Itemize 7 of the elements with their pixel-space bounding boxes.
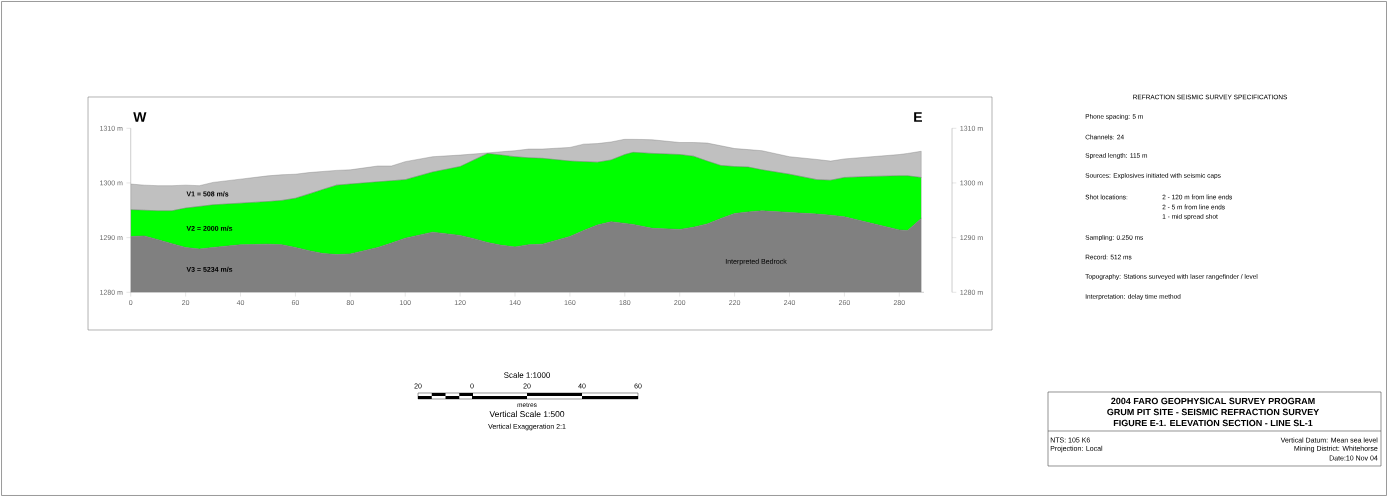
text: W [133, 112, 147, 122]
text: 2004 FARO GEOPHYSICAL SURVEY PROGRAM [1111, 397, 1315, 405]
text: FIGURE E-1. ELEVATION SECTION - LINE SL-1 [1113, 419, 1313, 427]
text: Vertical Scale 1:500 [489, 410, 565, 418]
text: GRUM PIT SITE - SEISMIC REFRACTION SURVEY [1107, 408, 1320, 416]
text: Scale 1:1000 [504, 372, 551, 378]
text: E [914, 112, 923, 122]
